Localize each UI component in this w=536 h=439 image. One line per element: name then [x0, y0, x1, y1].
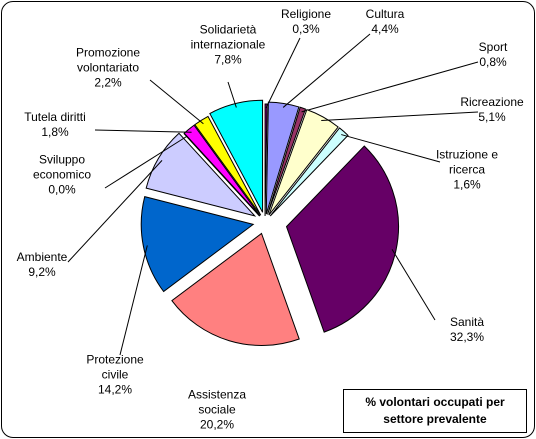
category-label: Sviluppo economico	[32, 152, 92, 182]
category-label: Istruzione e ricerca	[435, 147, 499, 177]
value-label: 0,8%	[479, 55, 507, 69]
pie-slice	[183, 124, 261, 217]
leader-line	[104, 136, 187, 189]
slice-label: Sport 0,8%	[468, 40, 518, 70]
slice-label: Ambiente 9,2%	[7, 250, 77, 280]
slice-label: Ricreazione 5,1%	[452, 95, 532, 125]
category-label: Cultura	[365, 7, 405, 21]
category-label: Sanità	[449, 315, 485, 329]
slice-label: Tutela diritti 1,8%	[15, 110, 95, 140]
leader-line	[67, 160, 163, 263]
leader-line	[227, 81, 237, 108]
pie-slice	[285, 145, 399, 333]
slice-label: Cultura 4,4%	[355, 7, 415, 37]
leader-line	[301, 61, 479, 113]
value-label: 0,0%	[48, 182, 76, 197]
value-label: 7,8%	[214, 52, 242, 67]
leader-line	[341, 134, 441, 163]
pie-slice	[194, 115, 262, 216]
pie-slice	[265, 101, 300, 215]
leader-line	[282, 33, 371, 108]
pie-slice	[269, 127, 349, 217]
leader-line	[94, 129, 192, 133]
pie-slice	[268, 108, 339, 216]
category-label: Ricreazione	[460, 95, 524, 109]
slice-label: Religione 0,3%	[271, 7, 341, 37]
slice-label: Assistenza sociale 20,2%	[177, 388, 257, 433]
value-label: 14,2%	[97, 382, 133, 397]
slice-label: Sanità 32,3%	[442, 315, 492, 345]
chart-title: % volontari occupati per settore prevale…	[343, 389, 527, 433]
category-label: Assistenza sociale	[187, 387, 247, 417]
slice-label: Protezione civile 14,2%	[75, 353, 155, 398]
value-label: 1,6%	[453, 177, 481, 192]
value-label: 5,1%	[478, 110, 506, 124]
category-label: Protezione civile	[86, 352, 144, 382]
value-label: 20,2%	[199, 417, 235, 432]
pie-slice	[145, 132, 257, 217]
leader-line	[149, 79, 204, 125]
slice-label: Solidarietà internazionale 7,8%	[173, 23, 283, 68]
leader-line	[391, 249, 436, 321]
category-label: Solidarietà internazionale	[190, 22, 266, 52]
value-label: 1,8%	[41, 125, 69, 139]
category-label: Religione	[280, 7, 332, 21]
value-label: 0,3%	[292, 22, 320, 36]
leader-line	[119, 245, 148, 356]
pie-slice	[264, 103, 268, 217]
value-label: 32,3%	[449, 330, 485, 344]
category-label: Ambiente	[16, 250, 68, 264]
value-label: 4,4%	[371, 22, 399, 36]
pie-slice	[267, 106, 307, 215]
category-label: Tutela diritti	[24, 110, 86, 124]
pie-slice	[140, 196, 255, 293]
leader-line	[321, 111, 479, 122]
value-label: 9,2%	[28, 265, 56, 279]
value-label: 2,2%	[94, 75, 122, 90]
slice-label: Istruzione e ricerca 1,6%	[432, 148, 502, 193]
leader-line	[265, 37, 301, 109]
slice-label: Promozione volontariato 2,2%	[58, 46, 158, 91]
slice-label: Sviluppo economico 0,0%	[17, 153, 107, 198]
pie-slice	[171, 232, 300, 346]
category-label: Promozione volontariato	[75, 45, 141, 75]
category-label: Sport	[478, 40, 508, 54]
